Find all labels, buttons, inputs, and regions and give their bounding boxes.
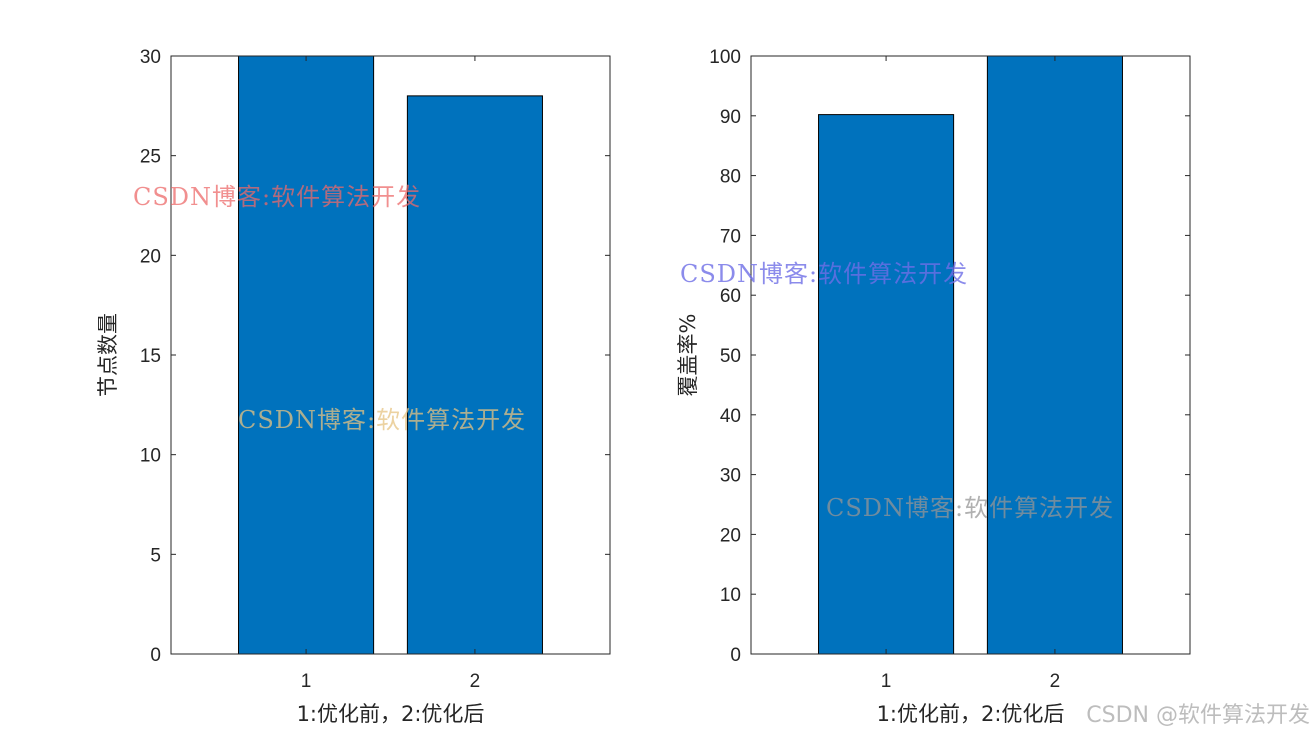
y-tick-label: 10 <box>140 446 161 467</box>
y-tick-label: 20 <box>720 525 741 546</box>
x-tick-label: 2 <box>1050 671 1061 692</box>
left-chart-node-count: 0 5 10 15 20 25 30 1 2 1:优化前，2:优化后 节点数量 <box>96 47 611 726</box>
y-tick-label: 15 <box>140 346 161 367</box>
y-tick-label: 10 <box>720 585 741 606</box>
y-tick-label: 0 <box>150 645 161 666</box>
y-tick-label: 100 <box>709 47 741 68</box>
x-tick-label: 1 <box>301 671 312 692</box>
source-credit: CSDN @软件算法开发 <box>1086 703 1310 728</box>
bar <box>818 114 955 655</box>
x-tick-label: 1 <box>881 671 892 692</box>
y-tick-label: 40 <box>720 406 741 427</box>
y-axis-label: 覆盖率% <box>676 314 700 397</box>
y-tick-label: 0 <box>730 645 741 666</box>
y-tick-label: 30 <box>720 466 741 487</box>
bar <box>406 95 543 655</box>
y-tick-label: 60 <box>720 286 741 307</box>
y-axis-label: 节点数量 <box>96 313 120 397</box>
watermark-text: CSDN博客:软件算法开发 <box>238 406 527 434</box>
watermark-text: CSDN博客:软件算法开发 <box>826 494 1115 522</box>
right-chart-coverage-rate: 0 10 20 30 40 50 60 70 80 90 100 1 2 1:优化前，2:优化后 覆盖率% <box>676 47 1191 726</box>
y-tick-label: 50 <box>720 346 741 367</box>
y-tick-label: 70 <box>720 226 741 247</box>
watermark-text: CSDN博客:软件算法开发 <box>680 260 969 288</box>
x-tick-label: 2 <box>470 671 481 692</box>
y-tick-label: 5 <box>150 545 161 566</box>
y-tick-label: 80 <box>720 167 741 188</box>
y-tick-label: 20 <box>140 246 161 267</box>
axes-box <box>170 55 611 655</box>
bar <box>986 55 1123 655</box>
y-tick-label: 30 <box>140 47 161 68</box>
y-tick-label: 90 <box>720 107 741 128</box>
axes-box <box>750 55 1191 655</box>
watermark-text: CSDN博客:软件算法开发 <box>133 183 422 211</box>
x-axis-label: 1:优化前，2:优化后 <box>297 702 485 726</box>
bar <box>238 55 375 655</box>
y-tick-label: 25 <box>140 147 161 168</box>
x-axis-label: 1:优化前，2:优化后 <box>877 702 1065 726</box>
